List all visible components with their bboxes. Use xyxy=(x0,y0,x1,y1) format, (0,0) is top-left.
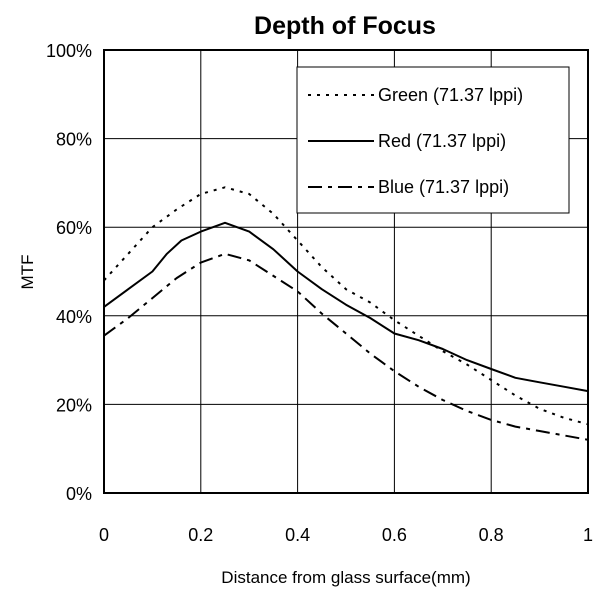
x-tick-label: 0.4 xyxy=(285,525,310,545)
y-tick-label: 40% xyxy=(56,307,92,327)
legend-entry-label: Red (71.37 lppi) xyxy=(378,131,506,151)
legend-entry-label: Green (71.37 lppi) xyxy=(378,85,523,105)
x-tick-label: 0 xyxy=(99,525,109,545)
x-axis-label: Distance from glass surface(mm) xyxy=(221,568,470,587)
x-tick-label: 0.6 xyxy=(382,525,407,545)
x-tick-label: 0.2 xyxy=(188,525,213,545)
y-tick-label: 20% xyxy=(56,395,92,415)
y-tick-label: 100% xyxy=(46,41,92,61)
y-axis-label: MTF xyxy=(18,255,37,290)
legend-entry-label: Blue (71.37 lppi) xyxy=(378,177,509,197)
y-axis-ticks: 0% 20% 40% 60% 80% 100% xyxy=(46,41,92,504)
series-line-dash-dot xyxy=(103,252,589,441)
series-line-dotted xyxy=(103,186,589,426)
y-tick-label: 80% xyxy=(56,130,92,150)
chart-legend: Green (71.37 lppi) Red (71.37 lppi) Blue (… xyxy=(296,66,570,214)
x-axis-ticks: 0 0.2 0.4 0.6 0.8 1 xyxy=(99,525,593,545)
x-tick-label: 1 xyxy=(583,525,593,545)
x-tick-label: 0.8 xyxy=(479,525,504,545)
chart-title: Depth of Focus xyxy=(254,12,436,40)
series-line-solid xyxy=(103,221,589,393)
plot-area-frame xyxy=(103,49,589,494)
y-tick-label: 0% xyxy=(66,484,92,504)
y-tick-label: 60% xyxy=(56,218,92,238)
plot-series xyxy=(103,186,589,441)
